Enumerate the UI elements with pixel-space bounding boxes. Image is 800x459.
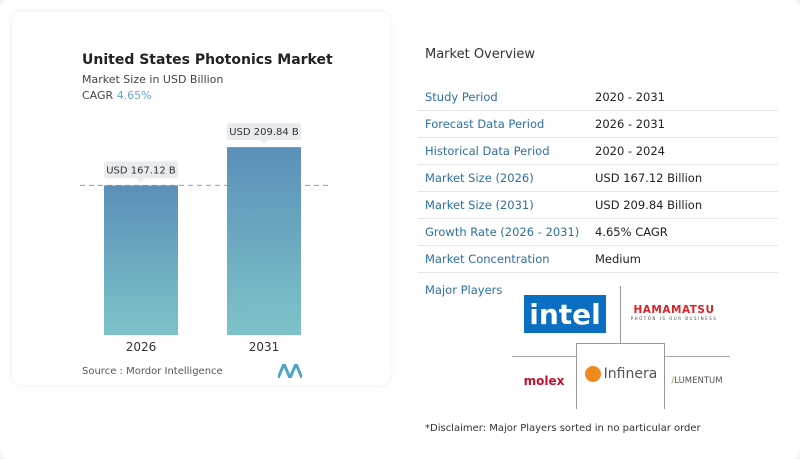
data-label-pointer <box>260 140 268 145</box>
x-tick-label: 2026 <box>126 340 157 354</box>
row-label: Growth Rate (2026 - 2031) <box>425 225 580 239</box>
chart-title: United States Photonics Market <box>82 52 333 68</box>
row-label: Historical Data Period <box>425 144 550 158</box>
row-value: Medium <box>595 252 641 266</box>
row-value: 2020 - 2024 <box>595 144 665 158</box>
cagr: CAGR 4.65% <box>82 89 152 102</box>
cagr-label: CAGR <box>82 89 114 102</box>
data-label: USD 167.12 B <box>106 165 176 176</box>
cagr-value: 4.65% <box>116 89 152 102</box>
row-value: USD 209.84 Billion <box>595 198 703 212</box>
data-label-bg <box>104 161 178 179</box>
mordor-logo-icon <box>278 364 302 378</box>
overview-row: Market Size (2031) USD 209.84 Billion <box>418 192 778 219</box>
row-label: Forecast Data Period <box>425 117 545 131</box>
hamamatsu-logo: HAMAMATSU PHOTON IS OUR BUSINESS <box>630 304 718 321</box>
overview-row: Growth Rate (2026 - 2031) 4.65% CAGR <box>418 219 778 246</box>
row-label: Market Size (2026) <box>425 171 534 185</box>
chart-subtitle: Market Size in USD Billion <box>82 73 224 86</box>
row-value: 4.65% CAGR <box>595 225 668 239</box>
lumentum-logo: / LUMENTUM <box>671 376 723 386</box>
bar-2031 <box>227 147 301 335</box>
molex-logo: molex <box>523 374 565 388</box>
overview-row: Historical Data Period 2020 - 2024 <box>418 138 778 165</box>
data-label-pointer <box>137 178 145 183</box>
major-players-label: Major Players <box>425 283 503 297</box>
overview-row: Forecast Data Period 2026 - 2031 <box>418 111 778 138</box>
overview-row: Market Size (2026) USD 167.12 Billion <box>418 165 778 192</box>
row-label: Study Period <box>425 90 498 104</box>
infinera-icon <box>584 366 601 382</box>
x-tick-label: 2031 <box>249 340 280 354</box>
row-value: USD 167.12 Billion <box>595 171 703 185</box>
data-label-bg <box>227 123 301 141</box>
row-value: 2026 - 2031 <box>595 117 665 131</box>
overview-row: Market Concentration Medium <box>418 246 778 273</box>
overview-row: Study Period 2020 - 2031 <box>418 84 778 111</box>
row-label: Market Size (2031) <box>425 198 534 212</box>
data-label: USD 209.84 B <box>229 127 299 138</box>
intel-logo: intel <box>524 295 606 333</box>
bar-2026 <box>104 185 178 335</box>
overview-title: Market Overview <box>425 47 536 62</box>
infinera-logo: Infinera <box>578 366 664 382</box>
chart-panel <box>12 12 390 385</box>
disclaimer: *Disclaimer: Major Players sorted in no … <box>425 423 701 434</box>
source-text: Source : Mordor Intelligence <box>82 366 223 377</box>
row-label: Market Concentration <box>425 252 550 266</box>
row-value: 2020 - 2031 <box>595 90 665 104</box>
bar-chart: USD 167.12 B 2026 USD 209.84 B 2031 <box>80 123 330 354</box>
